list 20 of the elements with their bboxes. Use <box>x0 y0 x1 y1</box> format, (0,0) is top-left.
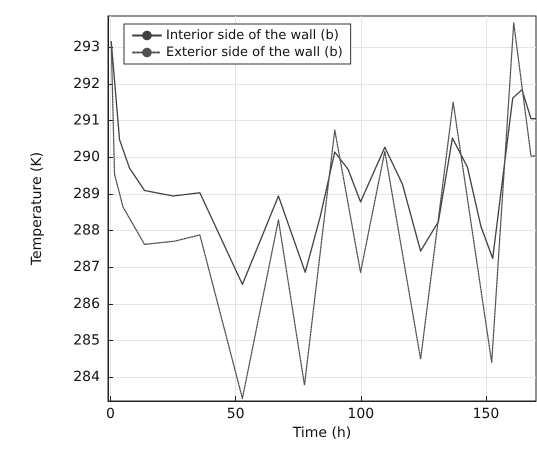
x-axis-title: Time (h) <box>292 424 352 441</box>
y-tick-label: 289 <box>73 186 100 202</box>
line-series <box>110 22 536 400</box>
legend-label: Interior side of the wall (b) <box>166 28 339 43</box>
y-tick-label: 284 <box>73 369 100 386</box>
y-tick-label: 287 <box>73 259 100 276</box>
y-axis-title: Temperature (K) <box>29 152 45 266</box>
y-tick-label: 292 <box>73 76 100 92</box>
y-tick-label: 286 <box>73 296 100 312</box>
y-tick-label: 288 <box>73 222 100 238</box>
legend-label: Exterior side of the wall (b) <box>166 45 343 60</box>
x-tick-label: 50 <box>226 406 245 422</box>
x-tick-label: 150 <box>472 406 500 422</box>
x-tick-label: 100 <box>347 406 374 422</box>
line-series <box>110 41 536 286</box>
y-tick-label: 291 <box>73 112 100 128</box>
x-tick-label: 0 <box>106 406 115 422</box>
y-tick-label: 293 <box>73 39 100 56</box>
y-tick-label: 285 <box>73 332 100 348</box>
y-tick-label: 290 <box>73 149 100 166</box>
